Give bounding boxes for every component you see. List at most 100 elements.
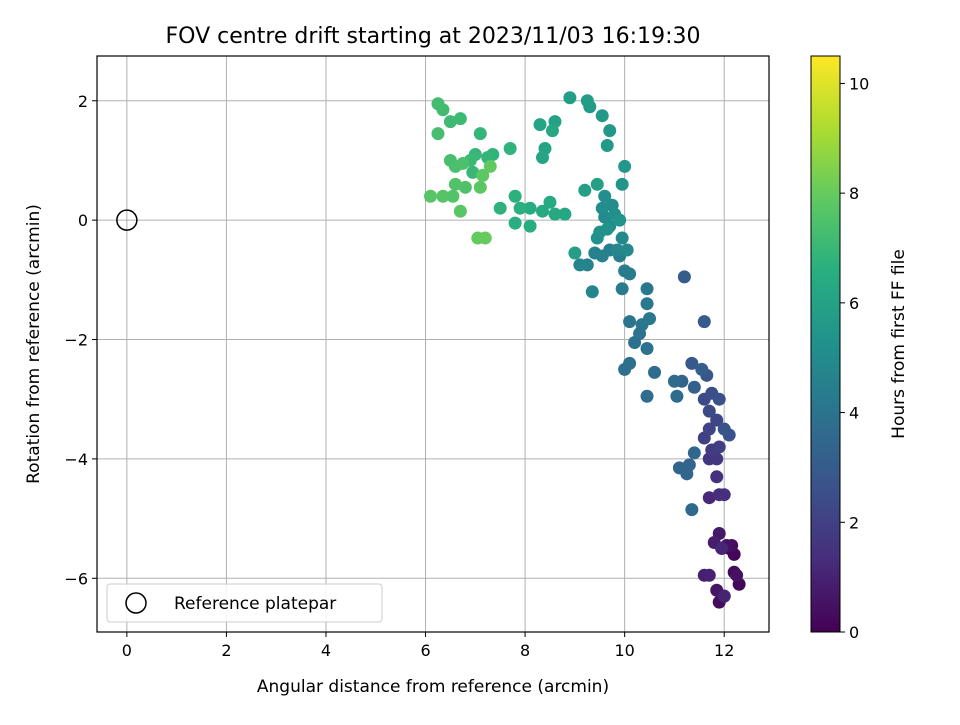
data-point (595, 201, 609, 215)
data-point (640, 282, 654, 296)
data-point (503, 142, 517, 156)
data-point (473, 127, 487, 141)
colorbar-tick-label: 10 (849, 74, 869, 93)
data-point (610, 243, 624, 257)
x-tick-label: 8 (520, 641, 530, 660)
data-point (543, 195, 557, 209)
data-point (548, 207, 562, 221)
data-point (670, 389, 684, 403)
data-point (458, 180, 472, 194)
colorbar: 0 2 4 6 8 10 Hours from first FF file (810, 55, 909, 642)
x-axis-label: Angular distance from reference (arcmin) (257, 677, 609, 697)
data-point (536, 150, 550, 164)
data-point (533, 118, 547, 132)
data-point (578, 183, 592, 197)
data-point (466, 165, 480, 179)
data-point (598, 189, 612, 203)
data-point (623, 267, 637, 281)
data-point (588, 246, 602, 260)
legend-box (106, 583, 383, 623)
colorbar-label: Hours from first FF file (889, 249, 909, 439)
data-point (563, 91, 577, 105)
x-tick-label: 4 (321, 641, 331, 660)
data-point (600, 139, 614, 153)
colorbar-ticks: 0 2 4 6 8 10 (840, 74, 869, 642)
data-point (508, 216, 522, 230)
data-point (618, 159, 632, 173)
data-point (687, 446, 701, 460)
x-tick-label: 0 (122, 641, 132, 660)
data-point (623, 315, 637, 329)
data-point (648, 365, 662, 379)
colorbar-tick-label: 2 (849, 513, 859, 532)
data-point (483, 159, 497, 173)
data-point (453, 112, 467, 126)
data-point (687, 380, 701, 394)
data-point (710, 470, 724, 484)
reference-marker (116, 209, 138, 231)
data-point (603, 124, 617, 138)
data-point (573, 258, 587, 272)
data-point (640, 341, 654, 355)
data-point (590, 231, 604, 245)
data-point (685, 503, 699, 517)
colorbar-gradient (810, 55, 841, 633)
legend: Reference platepar (106, 583, 383, 623)
data-point (640, 297, 654, 311)
data-point (615, 177, 629, 191)
colorbar-tick-label: 8 (849, 184, 859, 203)
y-tick-label: −4 (64, 450, 88, 469)
data-point (667, 374, 681, 388)
y-axis-label: Rotation from reference (arcmin) (24, 204, 44, 484)
x-axis-ticks: 0 2 4 6 8 10 12 (122, 632, 734, 660)
data-point (600, 222, 614, 236)
data-point (431, 127, 445, 141)
data-point (424, 189, 438, 203)
data-point (456, 156, 470, 170)
data-point (643, 312, 657, 326)
data-point (431, 97, 445, 111)
data-point (613, 213, 627, 227)
data-point (558, 207, 572, 221)
data-point (702, 491, 716, 505)
data-point (436, 189, 450, 203)
data-point (712, 392, 726, 406)
y-tick-label: −2 (64, 331, 88, 350)
chart-title: FOV centre drift starting at 2023/11/03 … (166, 24, 701, 49)
data-point (523, 219, 537, 233)
data-point (508, 189, 522, 203)
data-point (493, 201, 507, 215)
data-point (717, 589, 731, 603)
colorbar-tick-label: 6 (849, 294, 859, 313)
data-point (478, 231, 492, 245)
data-point (697, 315, 711, 329)
y-tick-label: −6 (64, 569, 88, 588)
y-tick-label: 0 (78, 211, 88, 230)
data-point (623, 356, 637, 370)
data-point (453, 204, 467, 218)
y-tick-label: 2 (78, 92, 88, 111)
data-point (585, 285, 599, 299)
data-point (717, 422, 731, 436)
data-point (545, 124, 559, 138)
data-point (710, 413, 724, 427)
data-point (446, 189, 460, 203)
data-point (568, 246, 582, 260)
data-point (523, 201, 537, 215)
data-point (615, 231, 629, 245)
data-point (615, 282, 629, 296)
colorbar-tick-label: 0 (849, 623, 859, 642)
data-point (702, 404, 716, 418)
data-point (702, 422, 716, 436)
grid-lines (97, 56, 769, 632)
data-points (424, 91, 746, 609)
legend-label: Reference platepar (174, 594, 336, 614)
data-point (640, 389, 654, 403)
data-point (712, 440, 726, 454)
x-tick-label: 2 (221, 641, 231, 660)
data-point (620, 243, 634, 257)
data-point (730, 568, 744, 582)
legend-marker (125, 592, 147, 614)
